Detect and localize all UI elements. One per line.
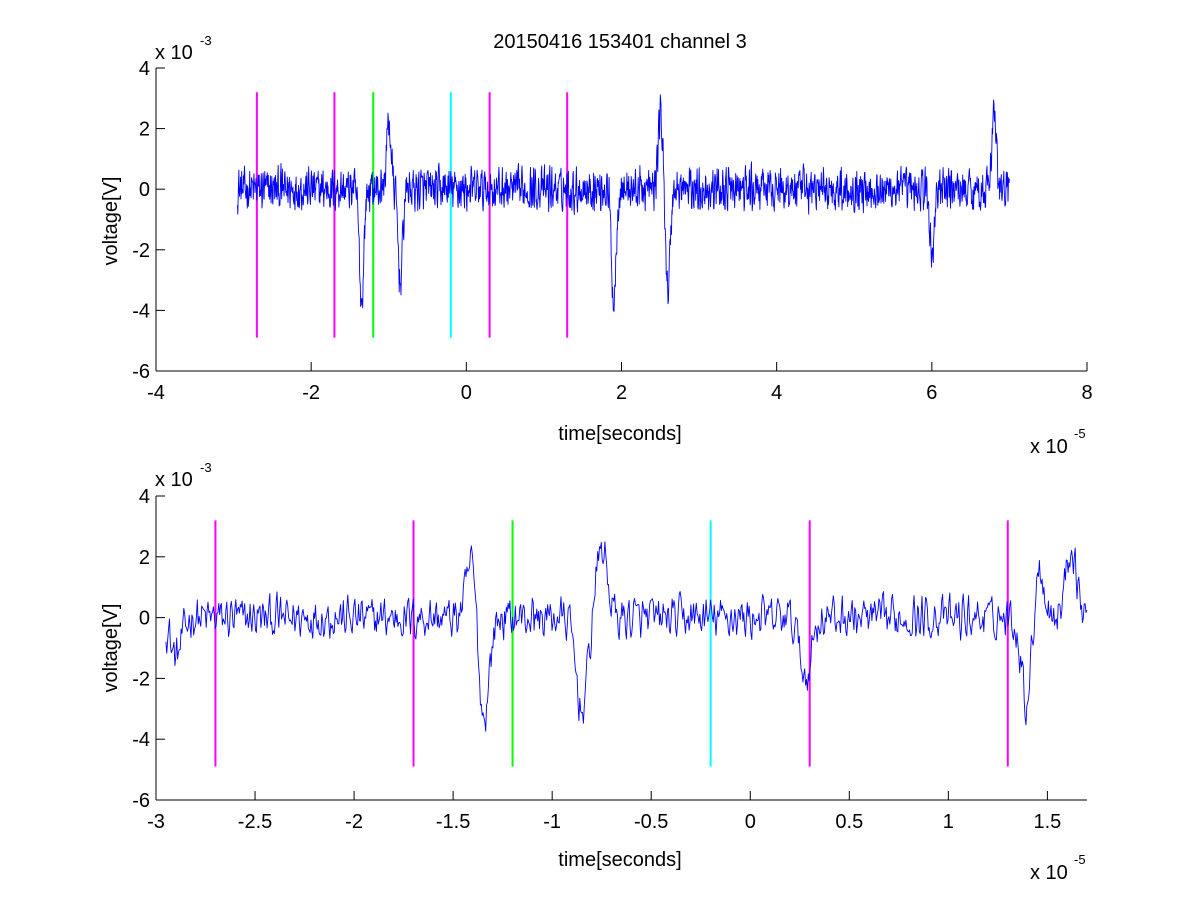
- bottom-x-tick-label: -2: [345, 811, 363, 833]
- top-x-exponent-value: -5: [1074, 426, 1086, 441]
- bottom-x-tick-label: -2.5: [238, 811, 272, 833]
- bottom-y-tick-label: -4: [132, 729, 150, 751]
- top-x-tick-label: 4: [771, 382, 782, 404]
- bottom-y-exponent-value: -3: [200, 460, 212, 475]
- top-y-tick-label: -6: [132, 361, 150, 383]
- top-y-exponent-value: -3: [200, 33, 212, 48]
- bottom-subplot: -3 -2.5 -2 -1.5 -1 -0.5 0 0.5 1 1.5 -6 -4 -2 0 2 4 tim…: [100, 460, 1088, 884]
- bottom-y-tick-label: -2: [132, 668, 150, 690]
- bottom-axes-frame: [155, 496, 1087, 801]
- top-y-tick-label: 4: [139, 58, 150, 80]
- top-y-tick-label: 2: [139, 119, 150, 141]
- bottom-x-tick-label: 0.5: [835, 811, 863, 833]
- bottom-x-axis-label: time[seconds]: [558, 849, 681, 871]
- top-x-ticks: -4 -2 0 2 4 6 8: [147, 362, 1093, 404]
- bottom-x-exponent-value: -5: [1074, 852, 1086, 867]
- top-x-axis-label: time[seconds]: [558, 423, 681, 445]
- top-event-markers: [255, 92, 569, 338]
- bottom-x-tick-label: 0: [745, 811, 756, 833]
- top-y-exponent: x 10 -3: [155, 33, 212, 64]
- bottom-x-tick-label: -0.5: [634, 811, 668, 833]
- top-signal-trace: [237, 94, 1010, 312]
- top-y-ticks: -6 -4 -2 0 2 4: [132, 58, 165, 383]
- bottom-signal-trace: [165, 541, 1088, 732]
- top-axes-frame: [155, 68, 1087, 372]
- bottom-signal-line: [165, 541, 1088, 732]
- bottom-x-ticks: -3 -2.5 -2 -1.5 -1 -0.5 0 0.5 1 1.5: [147, 791, 1061, 833]
- bottom-y-tick-label: 0: [139, 608, 150, 630]
- top-x-exponent: x 10 -5: [1030, 426, 1086, 458]
- bottom-x-tick-label: 1: [943, 811, 954, 833]
- top-x-tick-label: 8: [1081, 382, 1092, 404]
- bottom-x-tick-label: -3: [147, 811, 165, 833]
- bottom-event-markers: [214, 520, 1009, 767]
- top-y-multiplier: x 10: [155, 42, 193, 64]
- bottom-y-multiplier: x 10: [155, 469, 193, 491]
- top-x-multiplier: x 10: [1030, 436, 1068, 458]
- bottom-x-exponent: x 10 -5: [1030, 852, 1086, 884]
- bottom-y-tick-label: 4: [139, 486, 150, 508]
- top-x-tick-label: 6: [926, 382, 937, 404]
- bottom-y-tick-label: -6: [132, 790, 150, 812]
- top-y-tick-label: -2: [132, 240, 150, 262]
- bottom-x-multiplier: x 10: [1030, 862, 1068, 884]
- top-y-tick-label: -4: [132, 300, 150, 322]
- top-signal-line: [237, 94, 1010, 312]
- chart-title: 20150416 153401 channel 3: [493, 31, 747, 53]
- top-y-axis-label: voltage[V]: [100, 177, 122, 266]
- top-y-tick-label: 0: [139, 179, 150, 201]
- top-x-tick-label: -2: [302, 382, 320, 404]
- bottom-x-tick-label: 1.5: [1033, 811, 1061, 833]
- bottom-y-tick-label: 2: [139, 547, 150, 569]
- bottom-x-tick-label: -1.5: [436, 811, 470, 833]
- top-x-tick-label: -4: [147, 382, 165, 404]
- bottom-y-exponent: x 10 -3: [155, 460, 212, 491]
- top-x-tick-label: 0: [461, 382, 472, 404]
- bottom-y-axis-label: voltage[V]: [100, 604, 122, 693]
- bottom-y-ticks: -6 -4 -2 0 2 4: [132, 486, 165, 812]
- bottom-x-tick-label: -1: [543, 811, 561, 833]
- top-x-tick-label: 2: [616, 382, 627, 404]
